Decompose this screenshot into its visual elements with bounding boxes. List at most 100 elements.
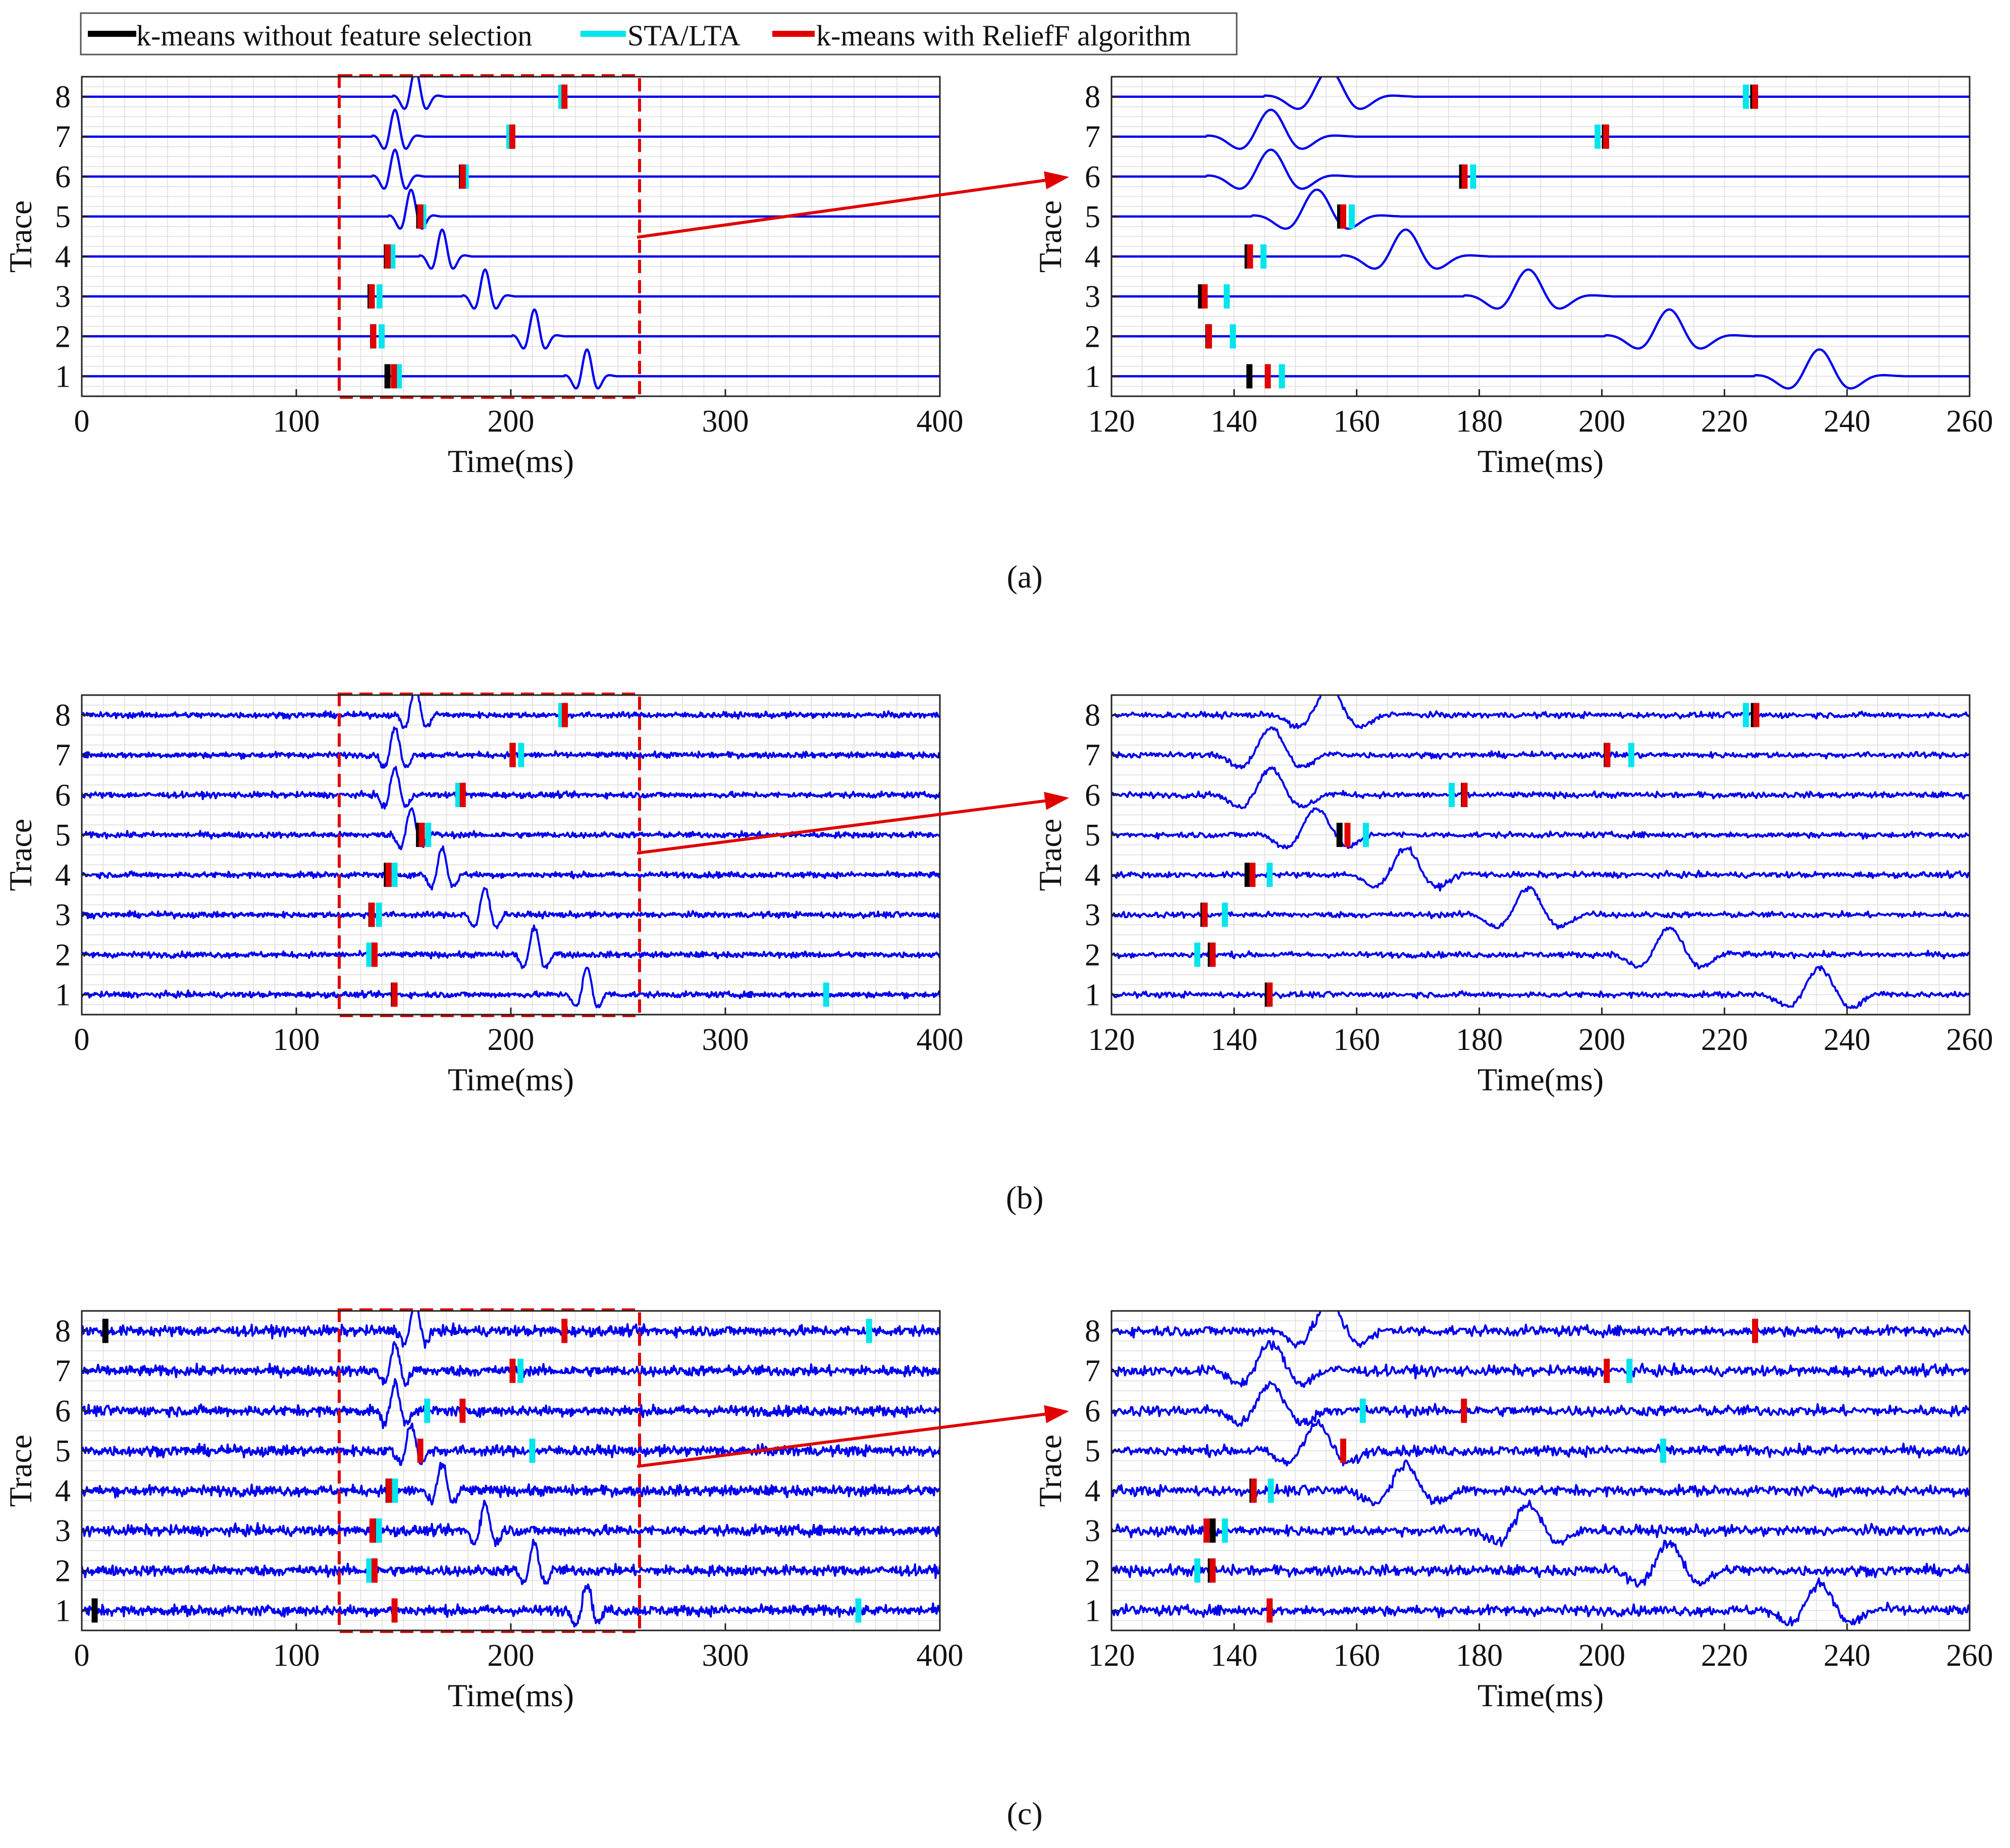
y-tick-label-a-full: 7 (55, 120, 71, 154)
pick-cyan-c-full-3 (376, 1518, 382, 1543)
pick-red-b-zoom-8 (1753, 703, 1760, 727)
pick-red-a-zoom-5 (1340, 204, 1346, 229)
pick-cyan-a-full-1 (396, 364, 402, 389)
y-tick-label-a-zoom: 8 (1085, 80, 1100, 115)
y-tick-label-a-zoom: 1 (1085, 359, 1100, 394)
x-tick-label-a-zoom: 140 (1210, 404, 1257, 439)
trace-c-full-6 (82, 1378, 940, 1430)
pick-red-a-full-5 (417, 204, 424, 229)
pick-red-a-full-7 (509, 124, 515, 149)
pick-red-b-full-4 (385, 863, 392, 887)
trace-c-full-5 (82, 1422, 940, 1466)
pick-red-a-zoom-7 (1603, 124, 1609, 149)
pick-red-c-full-5 (417, 1438, 424, 1463)
pick-cyan-b-zoom-4 (1266, 863, 1273, 887)
plot-c-full: 0 100 200 300 400 1 2 3 4 5 6 7 8 Time(ms) Trace (3, 1308, 964, 1713)
pick-black-a-full-1 (384, 364, 391, 389)
trace-c-full-1 (82, 1583, 940, 1628)
traces-c-zoom (1112, 1311, 1970, 1627)
x-tick-label-a-zoom: 200 (1578, 404, 1625, 439)
pick-cyan-b-full-3 (376, 903, 382, 927)
pick-cyan-a-zoom-5 (1349, 204, 1355, 229)
y-tick-label-b-zoom: 2 (1085, 938, 1100, 972)
trace-b-zoom-1 (1112, 965, 1970, 1009)
y-tick-label-a-full: 1 (55, 359, 71, 394)
x-tick-label-c-zoom: 260 (1946, 1639, 1993, 1673)
pick-cyan-c-full-1 (855, 1598, 862, 1623)
pick-cyan-a-full-2 (379, 324, 385, 349)
y-tick-label-a-zoom: 4 (1085, 240, 1100, 274)
plot-a-full: 0 100 200 300 400 1 2 3 4 5 6 7 8 Time(ms) Trace (3, 74, 964, 479)
pick-red-a-full-8 (561, 84, 568, 109)
y-tick-label-a-full: 4 (55, 240, 71, 274)
x-tick-label-c-zoom: 120 (1088, 1639, 1135, 1673)
y-axis-label-a-zoom: Trace (1032, 200, 1068, 273)
zoom-arrow-line-1 (637, 798, 1054, 855)
plot-a-zoom: 120 140 160 180 200 220 240 260 1 2 3 4 5 6 7 8 Time(ms)… (1032, 76, 1993, 479)
trace-c-full-4 (82, 1461, 940, 1506)
x-tick-label-a-zoom: 160 (1333, 404, 1380, 439)
trace-b-full-2 (82, 924, 940, 970)
trace-b-zoom-5 (1112, 807, 1970, 850)
pick-cyan-b-zoom-6 (1448, 782, 1455, 807)
x-tick-label-b-zoom: 160 (1333, 1023, 1380, 1057)
pick-cyan-c-full-7 (517, 1358, 524, 1383)
pick-cyan-a-full-4 (389, 244, 396, 269)
pick-red-c-zoom-7 (1604, 1358, 1610, 1383)
y-tick-label-b-full: 7 (55, 738, 71, 773)
trace-b-zoom-6 (1112, 766, 1970, 810)
x-tick-label-a-full: 100 (273, 404, 320, 439)
x-tick-label-c-full: 300 (702, 1639, 749, 1673)
panel-label-c: (c) (1007, 1796, 1042, 1831)
pick-cyan-a-zoom-8 (1742, 84, 1749, 109)
trace-c-full-2 (82, 1539, 940, 1586)
trace-a-zoom-3 (1112, 268, 1970, 310)
zoom-box-b (338, 693, 641, 1017)
pick-red-c-full-3 (369, 1518, 376, 1543)
x-axis-label-a-full: Time(ms) (448, 443, 574, 479)
y-tick-label-c-zoom: 6 (1085, 1394, 1100, 1429)
axes-frame-b-zoom (1110, 694, 1971, 1016)
y-axis-label-b-zoom: Trace (1032, 819, 1068, 891)
pick-cyan-c-full-5 (529, 1438, 536, 1463)
pick-cyan-c-zoom-4 (1267, 1479, 1274, 1503)
panel-label-b: (b) (1006, 1180, 1044, 1216)
trace-a-zoom-7 (1112, 109, 1970, 150)
y-tick-label-c-zoom: 1 (1085, 1594, 1100, 1628)
y-tick-label-c-zoom: 7 (1085, 1354, 1100, 1389)
trace-c-zoom-7 (1112, 1340, 1970, 1388)
legend-label-relieff: k-means with ReliefF algorithm (816, 19, 1191, 52)
y-tick-label-b-full: 6 (55, 778, 71, 813)
x-axis-label-a-zoom: Time(ms) (1477, 443, 1604, 479)
axes-frame-a-zoom (1110, 76, 1971, 397)
x-tick-label-b-zoom: 120 (1088, 1023, 1135, 1057)
trace-a-full-8 (82, 77, 940, 110)
pick-cyan-b-zoom-8 (1742, 703, 1749, 727)
zoom-arrow-line-2 (637, 1411, 1054, 1468)
x-tick-label-b-full: 100 (273, 1023, 320, 1057)
pick-cyan-c-full-6 (424, 1398, 431, 1423)
y-tick-label-b-zoom: 3 (1085, 898, 1100, 932)
legend-swatch-red (772, 31, 815, 37)
x-tick-label-c-zoom: 140 (1210, 1639, 1257, 1673)
trace-c-full-8 (82, 1311, 940, 1349)
y-tick-label-b-full: 1 (55, 978, 71, 1012)
legend-label-stalta: STA/LTA (627, 19, 740, 52)
trace-c-zoom-8 (1112, 1311, 1970, 1349)
pick-red-c-zoom-1 (1266, 1598, 1273, 1623)
trace-a-full-1 (82, 348, 940, 390)
legend-label-kmeans: k-means without feature selection (136, 19, 532, 52)
pick-red-a-zoom-8 (1752, 84, 1758, 109)
pick-red-a-full-2 (370, 324, 377, 349)
trace-b-zoom-7 (1112, 726, 1970, 770)
pick-red-a-zoom-1 (1264, 364, 1271, 389)
x-tick-label-b-full: 400 (917, 1023, 964, 1057)
pick-red-c-zoom-2 (1209, 1558, 1216, 1583)
pick-cyan-b-zoom-5 (1362, 822, 1369, 847)
y-axis-label-b-full: Trace (3, 819, 38, 891)
pick-cyan-b-full-1 (823, 982, 829, 1007)
pick-red-c-zoom-4 (1250, 1479, 1257, 1503)
legend: k-means without feature selection STA/LT… (80, 12, 1238, 56)
pick-red-c-full-1 (391, 1598, 398, 1623)
x-tick-label-a-full: 0 (74, 404, 90, 439)
